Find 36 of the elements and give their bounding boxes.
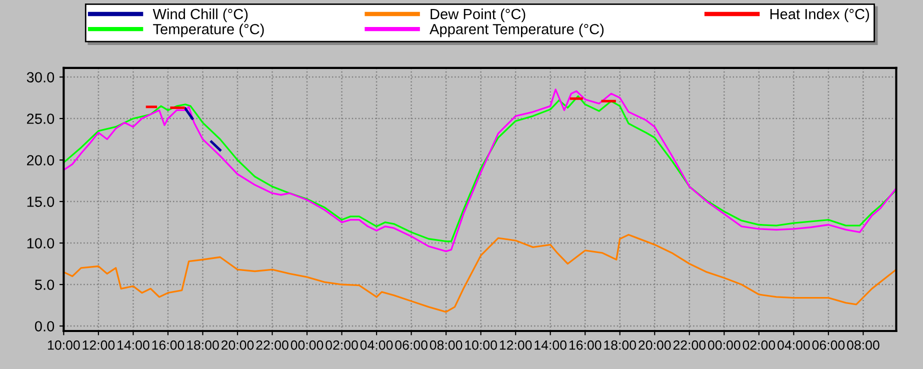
x-tick-label: 08:00	[430, 340, 462, 350]
x-tick-label: 10:00	[465, 340, 497, 350]
x-tick-label: 16:00	[569, 340, 602, 350]
x-tick-label: 14:00	[534, 340, 567, 350]
x-tick-label: 06:00	[395, 340, 428, 350]
y-tick-label: 25.0	[27, 114, 54, 124]
y-tick-label: 30.0	[26, 72, 54, 82]
x-tick-label: 10:00	[48, 340, 80, 350]
legend-label: Wind Chill (°C)	[152, 8, 248, 22]
x-tick-label: 22:00	[673, 340, 706, 350]
x-tick-label: 18:00	[187, 340, 219, 350]
x-tick-label: 20:00	[221, 340, 254, 350]
legend-label: Apparent Temperature (°C)	[430, 24, 604, 38]
y-tick-label: 10.0	[27, 238, 54, 248]
x-tick-label: 12:00	[500, 340, 532, 350]
legend-label: Dew Point (°C)	[430, 8, 526, 22]
y-tick-label: 20.0	[27, 155, 54, 166]
legend-label: Temperature (°C)	[153, 24, 264, 38]
x-tick-label: 20:00	[638, 340, 671, 350]
x-tick-label: 04:00	[360, 340, 393, 350]
x-tick-label: 00:00	[290, 340, 324, 350]
x-tick-label: 08:00	[847, 340, 880, 350]
legend-label: Heat Index (°C)	[770, 8, 870, 22]
y-tick-label: 0.0	[34, 321, 54, 332]
x-tick-label: 02:00	[326, 340, 358, 350]
y-tick-label: 5.0	[34, 280, 54, 290]
x-tick-label: 22:00	[256, 340, 288, 350]
x-tick-label: 16:00	[152, 340, 184, 350]
x-tick-label: 12:00	[82, 340, 115, 350]
x-tick-label: 18:00	[604, 340, 636, 350]
x-tick-label: 04:00	[778, 340, 810, 350]
x-tick-label: 06:00	[812, 340, 845, 350]
x-tick-label: 00:00	[708, 340, 740, 350]
y-tick-label: 15.0	[27, 196, 54, 207]
x-tick-label: 14:00	[118, 340, 150, 350]
x-tick-label: 02:00	[742, 340, 776, 350]
